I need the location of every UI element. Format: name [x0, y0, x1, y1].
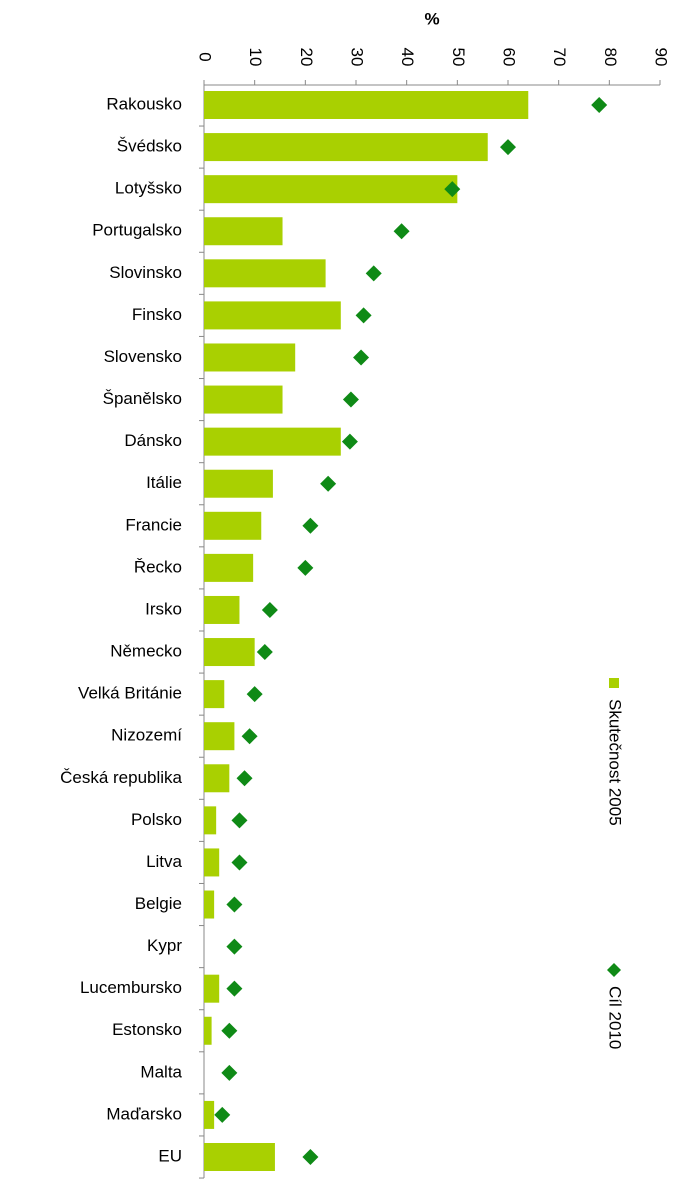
y-tick-label: Slovensko — [104, 347, 182, 366]
legend-label: Skutečnost 2005 — [606, 699, 625, 826]
y-tick-label: Španělsko — [103, 389, 182, 408]
x-tick-label: 30 — [348, 48, 367, 67]
bar — [204, 301, 341, 330]
x-tick-label: 40 — [398, 48, 417, 67]
y-tick-label: Rakousko — [106, 94, 182, 113]
bar — [204, 1100, 215, 1129]
x-tick-label: 0 — [196, 52, 215, 61]
axis-title: % — [424, 9, 439, 28]
marker — [302, 1149, 319, 1165]
marker — [221, 1064, 238, 1081]
bar — [204, 595, 240, 624]
legend-label: Cíl 2010 — [606, 986, 625, 1049]
marker — [226, 896, 243, 913]
bar — [204, 343, 296, 372]
y-tick-label: Lucembursko — [80, 978, 182, 997]
x-tick-label: 50 — [449, 48, 468, 67]
x-tick-label: 10 — [246, 48, 265, 67]
marker — [365, 265, 382, 282]
bar — [204, 133, 488, 162]
x-tick-label: 20 — [297, 48, 316, 67]
y-tick-label: Kypr — [147, 936, 182, 955]
bar — [204, 680, 225, 709]
marker — [342, 391, 359, 408]
marker — [444, 181, 461, 198]
y-tick-label: Lotyšsko — [115, 179, 182, 198]
bar — [204, 806, 217, 835]
marker — [246, 686, 263, 703]
marker — [231, 812, 248, 829]
bar — [204, 175, 458, 204]
bar — [204, 553, 254, 582]
y-tick-label: EU — [158, 1146, 182, 1165]
bar — [204, 511, 262, 540]
marker — [256, 644, 273, 661]
y-tick-label: Švédsko — [117, 137, 182, 156]
x-tick-label: 90 — [652, 48, 671, 67]
marker — [226, 938, 243, 955]
y-tick-label: Portugalsko — [92, 221, 182, 240]
marker — [393, 223, 410, 240]
y-tick-label: Nizozemí — [111, 726, 182, 745]
x-tick-label: 80 — [601, 48, 620, 67]
marker — [500, 139, 516, 156]
bar — [204, 764, 230, 793]
marker — [221, 1022, 238, 1039]
y-tick-label: Dánsko — [124, 431, 182, 450]
x-tick-label: 60 — [500, 48, 519, 67]
y-tick-label: Malta — [140, 1062, 182, 1081]
marker — [226, 980, 243, 997]
marker — [355, 307, 372, 324]
y-tick-label: Velká Británie — [78, 684, 182, 703]
bar — [204, 890, 215, 919]
bar — [204, 259, 326, 288]
y-tick-label: Maďarsko — [106, 1104, 182, 1123]
y-tick-label: Česká republika — [60, 768, 182, 787]
marker — [341, 433, 358, 450]
y-tick-label: Itálie — [146, 473, 182, 492]
bar — [204, 974, 220, 1003]
marker — [302, 517, 319, 534]
marker — [241, 728, 258, 745]
bar — [204, 469, 273, 498]
y-tick-label: Slovinsko — [109, 263, 182, 282]
bar — [204, 1016, 212, 1045]
marker — [320, 475, 337, 492]
bar — [204, 848, 220, 877]
bar — [204, 638, 255, 667]
marker — [297, 559, 314, 576]
marker — [231, 854, 248, 871]
x-tick-label: 70 — [550, 48, 569, 67]
y-tick-label: Litva — [146, 852, 182, 871]
y-tick-label: Estonsko — [112, 1020, 182, 1039]
bar — [204, 91, 529, 119]
bar — [204, 427, 341, 456]
marker — [591, 97, 608, 113]
bar — [204, 1143, 275, 1171]
marker — [353, 349, 370, 366]
marker — [261, 601, 278, 618]
y-tick-label: Řecko — [134, 557, 182, 576]
legend-swatch — [607, 963, 621, 977]
y-tick-label: Polsko — [131, 810, 182, 829]
bar — [204, 722, 235, 751]
y-tick-label: Finsko — [132, 305, 182, 324]
marker — [214, 1106, 231, 1123]
legend-swatch — [609, 678, 619, 688]
y-tick-label: Belgie — [135, 894, 182, 913]
y-tick-label: Irsko — [145, 599, 182, 618]
bar — [204, 385, 283, 414]
bar — [204, 217, 283, 246]
y-tick-label: Francie — [125, 515, 182, 534]
marker — [236, 770, 253, 787]
y-tick-label: Německo — [110, 642, 182, 661]
